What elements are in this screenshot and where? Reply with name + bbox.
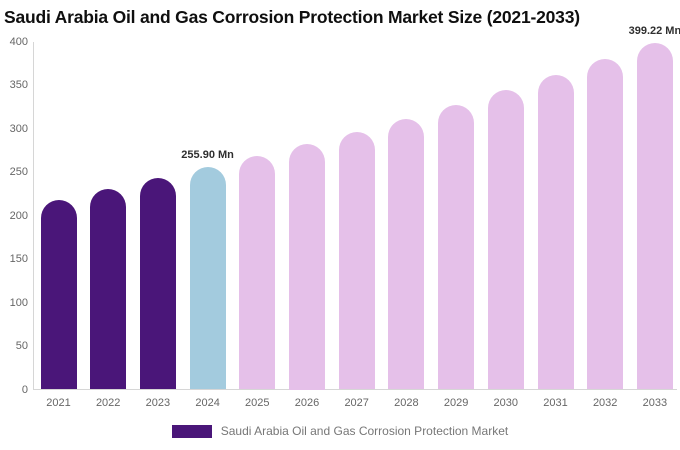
bar-2021[interactable] bbox=[40, 199, 77, 390]
x-tick-label-2024: 2024 bbox=[195, 397, 220, 409]
y-tick-label-50: 50 bbox=[15, 340, 28, 353]
y-tick-label-150: 150 bbox=[9, 253, 28, 266]
bar-2029[interactable] bbox=[438, 104, 475, 390]
y-tick-label-350: 350 bbox=[9, 79, 28, 92]
bar-2025[interactable] bbox=[239, 155, 276, 390]
x-tick-label-2026: 2026 bbox=[294, 397, 320, 409]
bar-2027[interactable] bbox=[338, 131, 375, 390]
y-tick-label-0: 0 bbox=[21, 383, 28, 396]
bar-2032[interactable] bbox=[587, 59, 624, 390]
y-tick-label-400: 400 bbox=[9, 36, 28, 48]
data-label-2024: 255.90 Mn bbox=[181, 149, 234, 162]
y-tick-label-100: 100 bbox=[9, 296, 28, 309]
data-label-2033: 399.22 Mn bbox=[628, 24, 680, 37]
x-tick-label-2023: 2023 bbox=[145, 397, 171, 409]
x-tick-label-2021: 2021 bbox=[46, 397, 71, 409]
x-tick-label-2027: 2027 bbox=[344, 397, 369, 409]
y-tick-label-200: 200 bbox=[9, 209, 28, 222]
x-tick-label-2025: 2025 bbox=[245, 397, 270, 409]
bar-2030[interactable] bbox=[487, 90, 524, 390]
chart-title: Saudi Arabia Oil and Gas Corrosion Prote… bbox=[4, 7, 580, 27]
x-tick-label-2030: 2030 bbox=[493, 397, 519, 409]
bar-2028[interactable] bbox=[388, 118, 425, 390]
x-tick-label-2031: 2031 bbox=[543, 397, 568, 409]
y-axis-line bbox=[33, 42, 34, 390]
bar-2023[interactable] bbox=[139, 178, 176, 390]
legend-swatch bbox=[171, 424, 212, 438]
bar-2033[interactable] bbox=[636, 42, 673, 390]
bar-2031[interactable] bbox=[537, 75, 574, 390]
y-tick-label-300: 300 bbox=[9, 122, 28, 135]
legend-label: Saudi Arabia Oil and Gas Corrosion Prote… bbox=[220, 424, 509, 438]
x-tick-label-2029: 2029 bbox=[443, 397, 469, 409]
y-tick-label-250: 250 bbox=[9, 166, 28, 179]
bar-2026[interactable] bbox=[289, 144, 325, 390]
bar-2022[interactable] bbox=[90, 189, 127, 390]
bar-2024[interactable] bbox=[189, 167, 226, 390]
x-axis-line bbox=[33, 389, 677, 390]
x-tick-label-2033: 2033 bbox=[642, 397, 668, 409]
x-tick-label-2022: 2022 bbox=[95, 397, 121, 409]
legend[interactable]: Saudi Arabia Oil and Gas Corrosion Prote… bbox=[0, 424, 680, 438]
x-tick-label-2028: 2028 bbox=[394, 397, 419, 409]
x-tick-label-2032: 2032 bbox=[592, 397, 618, 409]
